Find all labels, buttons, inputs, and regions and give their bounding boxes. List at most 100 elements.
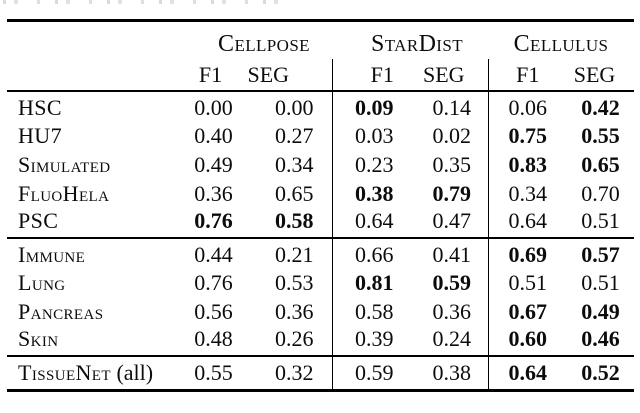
value-cell: 0.58	[331, 297, 416, 326]
metric-header-seg: SEG	[247, 59, 332, 91]
table-row: Immune 0.44 0.21 0.66 0.41 0.69 0.57	[7, 238, 634, 268]
table-section-cell-lines: HSC 0.00 0.00 0.09 0.14 0.06 0.42 HU7 0.40 0.27 0.…	[7, 91, 635, 238]
value-cell: 0.64	[331, 208, 416, 238]
metric-header-f1: F1	[487, 59, 567, 91]
row-label-text: Skin	[18, 326, 59, 351]
value-cell: 0.38	[331, 179, 416, 208]
value-cell: 0.51	[487, 268, 567, 297]
value-cell: 0.40	[194, 122, 233, 148]
value-cell: 0.59	[331, 356, 416, 391]
value-cell: 0.27	[275, 122, 314, 148]
model-name-cellulus: Cellulus	[513, 31, 609, 57]
value-cell: 0.55	[194, 360, 233, 385]
metric-headers-row: F1 SEG F1 SEG F1 SEG	[7, 59, 634, 91]
row-label-text: FluoHela	[18, 180, 110, 206]
value-cell: 0.56	[194, 298, 233, 324]
metric-header-label: F1	[198, 61, 223, 87]
row-label: Lung	[7, 268, 170, 297]
value-cell: 0.09	[331, 91, 416, 121]
row-label: HSC	[7, 91, 170, 121]
value-cell: 0.58	[275, 208, 314, 233]
metric-header-f1: F1	[170, 59, 257, 91]
row-label: HU7	[7, 121, 170, 150]
table-header: Cellpose StarDist Cellulus F1 SEG F1 SEG…	[7, 21, 635, 91]
metric-header-label: SEG	[573, 61, 616, 87]
value-cell: 0.64	[487, 208, 567, 238]
row-label-text: TissueNet	[18, 360, 111, 385]
model-group-header: Cellpose	[170, 21, 332, 60]
value-cell: 0.69	[487, 238, 567, 268]
table-row: HSC 0.00 0.00 0.09 0.14 0.06 0.42	[7, 91, 634, 121]
row-label: Skin	[7, 326, 170, 356]
value-cell: 0.41	[432, 242, 472, 267]
metric-header-seg: SEG	[567, 59, 634, 91]
value-cell: 0.21	[275, 242, 314, 267]
value-cell: 0.14	[432, 95, 472, 120]
value-cell: 0.51	[581, 208, 620, 233]
value-cell: 0.81	[331, 268, 416, 297]
metric-header-f1: F1	[331, 59, 416, 91]
row-label: PSC	[7, 208, 170, 238]
results-table: Cellpose StarDist Cellulus F1 SEG F1 SEG…	[7, 19, 635, 392]
table-row: Lung 0.76 0.53 0.81 0.59 0.51 0.51	[7, 268, 634, 297]
row-label: Pancreas	[7, 297, 170, 326]
value-cell: 0.32	[275, 360, 314, 385]
value-cell: 0.06	[487, 91, 567, 121]
empty-corner-cell	[7, 21, 170, 60]
metric-header-label: SEG	[422, 61, 465, 87]
value-cell: 0.36	[194, 180, 233, 206]
value-cell: 0.44	[194, 242, 233, 267]
value-cell: 0.00	[194, 95, 233, 120]
value-cell: 0.42	[581, 95, 620, 120]
value-cell: 0.24	[432, 326, 472, 351]
row-label: Immune	[7, 238, 170, 268]
model-names-row: Cellpose StarDist Cellulus	[7, 21, 634, 60]
value-cell: 0.52	[581, 360, 620, 385]
row-label-text: Simulated	[18, 151, 111, 177]
row-label: FluoHela	[7, 179, 170, 208]
value-cell: 0.76	[194, 269, 233, 295]
row-label-text: Immune	[18, 242, 86, 267]
row-label-text: HU7	[18, 122, 62, 148]
row-label-text: HSC	[18, 95, 62, 120]
value-cell: 0.65	[275, 180, 314, 206]
value-cell: 0.34	[275, 151, 314, 177]
row-label: TissueNet (all)	[7, 356, 170, 391]
metric-header-label: F1	[516, 61, 540, 87]
value-cell: 0.47	[432, 208, 472, 233]
value-cell: 0.65	[581, 151, 620, 177]
row-label-text: PSC	[18, 208, 59, 233]
value-cell: 0.64	[487, 356, 567, 391]
value-cell: 0.03	[331, 121, 416, 150]
model-group-header: Cellulus	[488, 21, 634, 60]
value-cell: 0.76	[194, 208, 233, 233]
row-label: Simulated	[7, 150, 170, 179]
value-cell: 0.49	[581, 298, 620, 324]
model-name-stardist: StarDist	[370, 31, 464, 57]
cropped-text-fragment	[3, 0, 291, 4]
table-row: Skin 0.48 0.26 0.39 0.24 0.60 0.46	[7, 326, 634, 356]
table-section-tissuenet-subsets: Immune 0.44 0.21 0.66 0.41 0.69 0.57 Lung 0.76 0.…	[7, 238, 635, 356]
value-cell: 0.00	[275, 95, 314, 120]
value-cell: 0.79	[432, 180, 472, 206]
model-name-cellpose: Cellpose	[218, 31, 310, 57]
value-cell: 0.53	[275, 269, 314, 295]
value-cell: 0.34	[487, 179, 567, 208]
table-row: Pancreas 0.56 0.36 0.58 0.36 0.67 0.49	[7, 297, 634, 326]
value-cell: 0.51	[581, 269, 620, 295]
table-row: TissueNet (all) 0.55 0.32 0.59 0.38 0.64 0.52	[7, 356, 634, 391]
value-cell: 0.36	[275, 298, 314, 324]
value-cell: 0.46	[581, 326, 620, 351]
table-row: Simulated 0.49 0.34 0.23 0.35 0.83 0.65	[7, 150, 634, 179]
value-cell: 0.48	[194, 326, 233, 351]
row-label-text: Pancreas	[18, 298, 104, 324]
row-label-suffix: (all)	[110, 360, 154, 385]
metric-header-label: F1	[370, 61, 394, 87]
value-cell: 0.39	[331, 326, 416, 356]
metric-header-label: SEG	[247, 61, 290, 87]
value-cell: 0.35	[432, 151, 472, 177]
value-cell: 0.67	[487, 297, 567, 326]
table-row: FluoHela 0.36 0.65 0.38 0.79 0.34 0.70	[7, 179, 634, 208]
value-cell: 0.26	[275, 326, 314, 351]
empty-corner-cell	[7, 59, 170, 91]
